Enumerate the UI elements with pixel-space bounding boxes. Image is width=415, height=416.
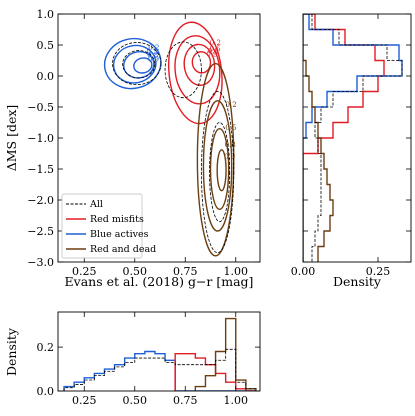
bottom-hist-plot-area [63, 317, 257, 391]
legend-entry-all: All [89, 199, 103, 210]
right-hist-red-and-dead [303, 14, 334, 262]
bottom-hist-all [63, 348, 257, 391]
contour-level-label-red-and-dead-0: 0.2 [226, 101, 237, 109]
main-ylabel: ΔMS [dex] [4, 105, 19, 172]
right-hist-plot-area [303, 14, 403, 262]
right-hist-xtick-label-0: 0.00 [291, 265, 316, 278]
contour-level-label-red-misfits-1: 0.5 [210, 45, 221, 53]
contour-blue-actives-1 [112, 44, 157, 84]
contour-level-label-red-misfits-3: 0.9 [206, 51, 217, 59]
main-ticks: 0.25 0.50 0.75 1.00 1.0 0.5 0.0 −0.5 −1.0 −1.5 −2.… [27, 8, 260, 278]
bottom-hist-blue-actives [63, 350, 256, 391]
main-panel: 0.20.50.80.90.20.50.80.90.20.50.80.9 0.2… [4, 8, 261, 289]
right-hist-ticks: 0.00 0.25 [291, 13, 411, 278]
contour-level-label-blue-actives-1: 0.5 [146, 48, 157, 56]
main-ytick-label-4: −1.0 [27, 132, 54, 145]
bottom-hist-panel: 0.25 0.50 0.75 1.00 0.0 0.2 Density [4, 311, 261, 407]
main-ytick-label-2: 0.0 [37, 70, 55, 83]
legend: All Red misfits Blue actives Red and dea… [61, 193, 156, 259]
bottom-hist-ytick-label-1: 0.2 [37, 341, 55, 354]
bottom-hist-ytick-label-0: 0.0 [37, 385, 55, 398]
contour-red-and-dead-1 [202, 100, 233, 232]
legend-box [61, 193, 143, 259]
right-hist-all [303, 14, 403, 262]
contour-red-and-dead-3 [216, 149, 227, 192]
main-xtick-label-3: 1.00 [224, 265, 249, 278]
bottom-hist-xtick-label-0: 0.25 [72, 394, 97, 407]
contour-all-0 [112, 42, 162, 86]
main-xtick-label-0: 0.25 [72, 265, 97, 278]
contour-level-label-red-misfits-0: 0.2 [210, 39, 221, 47]
legend-entry-red-and-dead: Red and dead [90, 244, 156, 255]
contour-level-label-red-and-dead-2: 0.8 [225, 141, 236, 149]
legend-entry-red-misfits: Red misfits [90, 214, 144, 225]
main-ytick-label-1: 0.5 [37, 39, 55, 52]
right-hist-xtick-label-1: 0.25 [366, 265, 391, 278]
main-ytick-label-6: −2.0 [27, 194, 54, 207]
contour-all-1 [122, 50, 156, 79]
main-ytick-label-0: 1.0 [37, 8, 55, 21]
main-ytick-label-5: −1.5 [27, 163, 54, 176]
contour-level-label-red-and-dead-3: 0.9 [224, 153, 235, 161]
contour-all-4 [209, 122, 231, 223]
bottom-hist-xtick-label-3: 1.00 [224, 394, 249, 407]
contour-level-label-blue-actives-3: 0.9 [148, 55, 159, 63]
right-hist-xlabel: Density [333, 274, 382, 289]
contour-red-misfits-0 [168, 21, 223, 125]
bottom-hist-ylabel: Density [4, 327, 19, 376]
main-xlabel: Evans et al. (2018) g−r [mag] [65, 274, 254, 289]
main-xtick-label-2: 0.75 [173, 265, 198, 278]
main-ytick-label-7: −2.5 [27, 225, 54, 238]
main-plot-area: 0.20.50.80.90.20.50.80.90.20.50.80.9 [103, 21, 237, 257]
bottom-hist-ticks: 0.25 0.50 0.75 1.00 0.0 0.2 [37, 312, 260, 407]
contour-level-label-blue-actives-2: 0.8 [147, 52, 158, 60]
right-hist-blue-actives [303, 14, 403, 262]
legend-entry-blue-actives: Blue actives [90, 229, 149, 240]
contour-red-misfits-3 [191, 51, 212, 74]
right-hist-panel: 0.00 0.25 Density [291, 13, 412, 289]
bottom-hist-xtick-label-1: 0.50 [123, 394, 148, 407]
contour-all-2 [164, 41, 202, 99]
contour-red-and-dead-2 [209, 127, 230, 210]
main-ytick-label-3: −0.5 [27, 101, 54, 114]
bottom-hist-xtick-label-2: 0.75 [173, 394, 198, 407]
right-hist-red-misfits [303, 14, 385, 262]
contour-blue-actives-3 [133, 57, 153, 74]
main-xtick-label-1: 0.50 [123, 265, 148, 278]
contour-level-label-blue-actives-0: 0.2 [148, 44, 159, 52]
bottom-hist-frame [57, 311, 261, 392]
main-ytick-label-8: −3.0 [27, 256, 54, 269]
contour-all-3 [201, 91, 235, 254]
contour-level-label-red-misfits-2: 0.8 [208, 48, 219, 56]
